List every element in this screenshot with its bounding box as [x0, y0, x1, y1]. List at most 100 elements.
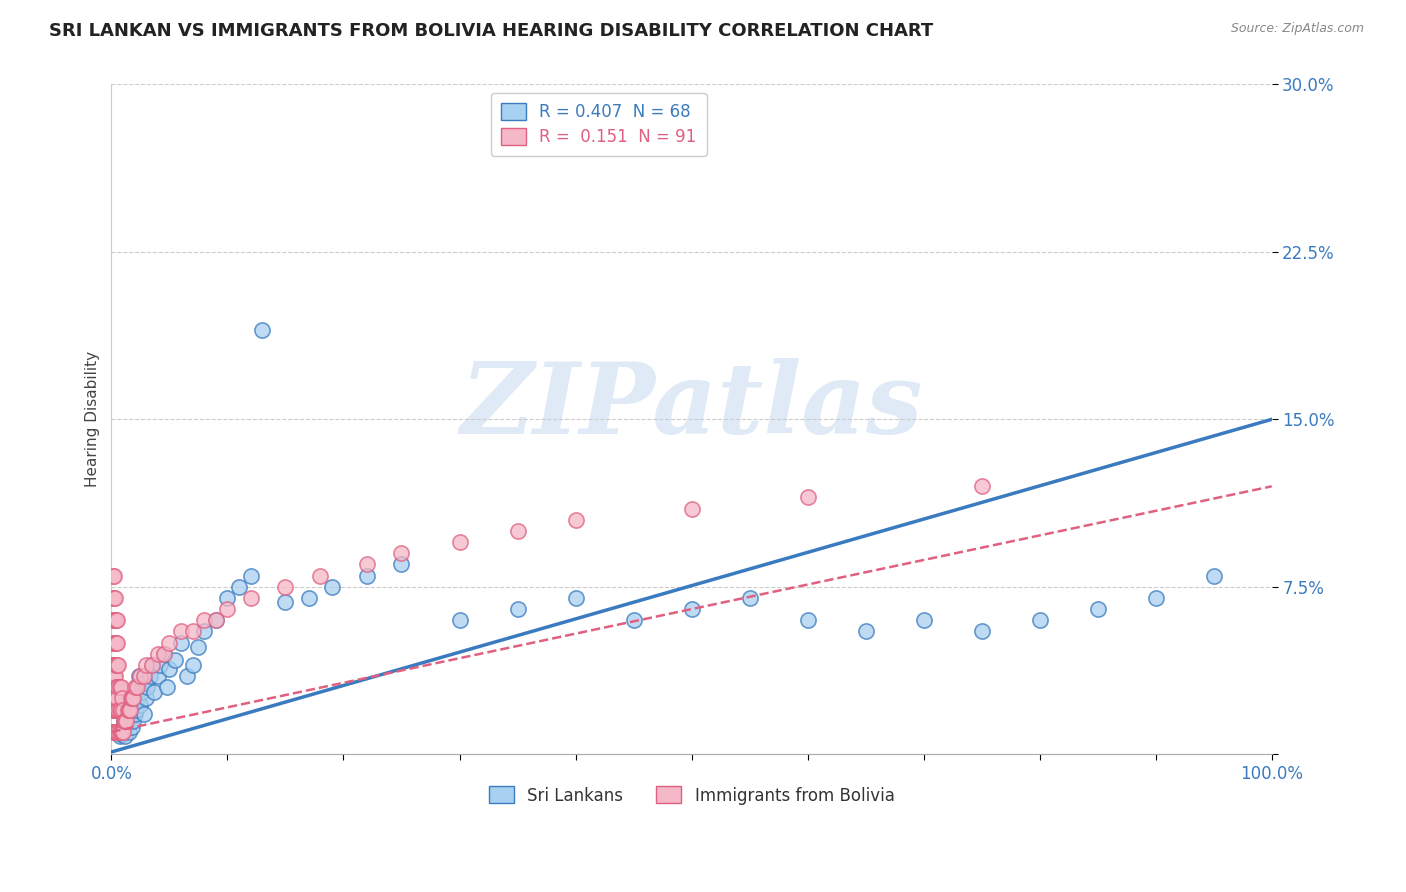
Point [110, 724, 132, 739]
Point [111, 724, 134, 739]
Point [103, 669, 125, 683]
Point [103, 613, 125, 627]
Point [187, 640, 209, 654]
Point [1087, 602, 1109, 616]
Point [110, 702, 132, 716]
Point [107, 657, 129, 672]
Point [104, 669, 127, 683]
Point [105, 635, 128, 649]
Point [111, 724, 134, 739]
Point [274, 595, 297, 609]
Point [252, 323, 274, 337]
Point [391, 558, 413, 572]
Point [506, 524, 529, 538]
Point [124, 706, 146, 721]
Point [118, 702, 141, 716]
Point [114, 706, 136, 721]
Point [105, 702, 128, 716]
Point [125, 702, 148, 716]
Point [105, 613, 128, 627]
Point [1202, 568, 1225, 582]
Point [796, 613, 818, 627]
Point [136, 680, 159, 694]
Point [105, 724, 128, 739]
Point [391, 546, 413, 560]
Point [114, 730, 136, 744]
Point [132, 675, 155, 690]
Point [321, 580, 343, 594]
Point [146, 647, 169, 661]
Point [103, 591, 125, 605]
Point [129, 698, 152, 712]
Point [104, 613, 127, 627]
Point [105, 691, 128, 706]
Point [115, 720, 138, 734]
Point [105, 680, 128, 694]
Point [105, 691, 128, 706]
Point [564, 513, 586, 527]
Point [115, 714, 138, 728]
Point [103, 657, 125, 672]
Point [217, 602, 239, 616]
Point [108, 724, 131, 739]
Point [118, 702, 141, 716]
Point [228, 580, 250, 594]
Point [101, 702, 124, 716]
Point [138, 669, 160, 683]
Point [131, 684, 153, 698]
Point [101, 657, 124, 672]
Point [110, 727, 132, 741]
Point [128, 669, 150, 683]
Y-axis label: Hearing Disability: Hearing Disability [86, 351, 100, 487]
Point [135, 657, 157, 672]
Point [1028, 613, 1050, 627]
Point [104, 691, 127, 706]
Point [101, 568, 124, 582]
Point [193, 624, 215, 639]
Point [104, 657, 127, 672]
Point [124, 684, 146, 698]
Point [107, 724, 129, 739]
Point [449, 535, 471, 549]
Point [912, 613, 935, 627]
Point [564, 591, 586, 605]
Point [156, 680, 179, 694]
Point [205, 613, 228, 627]
Point [120, 691, 142, 706]
Point [125, 680, 148, 694]
Point [103, 702, 125, 716]
Point [101, 680, 124, 694]
Point [170, 635, 193, 649]
Point [107, 680, 129, 694]
Point [101, 635, 124, 649]
Point [101, 591, 124, 605]
Point [125, 691, 148, 706]
Point [146, 669, 169, 683]
Point [103, 680, 125, 694]
Point [181, 657, 204, 672]
Point [623, 613, 645, 627]
Point [129, 669, 152, 683]
Point [681, 602, 703, 616]
Point [193, 613, 215, 627]
Point [141, 657, 163, 672]
Point [165, 653, 187, 667]
Point [176, 669, 198, 683]
Point [143, 684, 166, 698]
Point [108, 730, 131, 744]
Point [103, 724, 125, 739]
Point [159, 662, 181, 676]
Point [274, 580, 297, 594]
Point [108, 702, 131, 716]
Point [105, 657, 128, 672]
Point [112, 714, 135, 728]
Point [239, 591, 262, 605]
Point [124, 680, 146, 694]
Point [298, 591, 321, 605]
Point [118, 724, 141, 739]
Point [105, 724, 128, 739]
Point [122, 691, 145, 706]
Point [121, 720, 143, 734]
Point [103, 691, 125, 706]
Point [149, 657, 172, 672]
